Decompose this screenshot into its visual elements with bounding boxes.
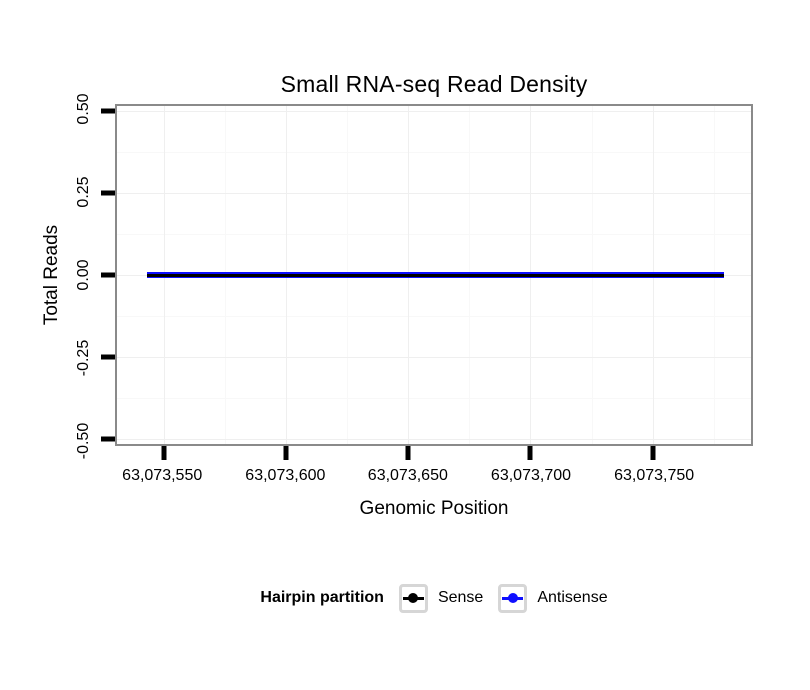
minor-gridline-horizontal bbox=[117, 315, 751, 317]
y-tick-label: 0.25 bbox=[75, 176, 92, 208]
major-gridline-horizontal bbox=[117, 438, 751, 440]
x-tick-mark bbox=[283, 446, 289, 460]
y-tick-mark bbox=[101, 354, 115, 360]
sense-line-dot-icon bbox=[402, 588, 424, 609]
chart-title: Small RNA-seq Read Density bbox=[280, 71, 588, 97]
x-tick-mark bbox=[650, 446, 656, 460]
y-tick-label: -0.50 bbox=[75, 422, 92, 460]
legend-item-antisense: Antisense bbox=[498, 583, 608, 613]
y-axis-tick-labels: 0.50 0.25 0.00 -0.25 -0.50 bbox=[0, 94, 115, 460]
x-tick-label: 63,073,700 bbox=[490, 467, 572, 484]
minor-gridline-horizontal bbox=[117, 398, 751, 400]
x-tick-label: 63,073,600 bbox=[245, 467, 326, 484]
legend-label-antisense: Antisense bbox=[537, 589, 608, 606]
major-gridline-horizontal bbox=[117, 111, 751, 113]
y-tick-mark bbox=[101, 190, 115, 196]
x-tick-mark bbox=[527, 446, 533, 460]
y-tick-mark bbox=[101, 436, 115, 442]
x-tick-label: 63,073,650 bbox=[367, 467, 448, 484]
minor-gridline-horizontal bbox=[117, 151, 751, 153]
y-tick-mark bbox=[101, 108, 115, 114]
major-gridline-horizontal bbox=[117, 356, 751, 358]
x-axis-tick-labels: 63,073,550 63,073,600 63,073,650 63,073,… bbox=[115, 467, 753, 487]
sense-line bbox=[147, 273, 724, 277]
legend-label-sense: Sense bbox=[437, 589, 484, 606]
minor-gridline-horizontal bbox=[117, 234, 751, 236]
y-tick-label: -0.25 bbox=[75, 339, 92, 377]
legend-item-sense: Sense bbox=[398, 583, 484, 613]
x-tick-label: 63,073,550 bbox=[122, 467, 203, 484]
sense-key-box bbox=[398, 583, 428, 613]
x-tick-label: 63,073,750 bbox=[614, 467, 695, 484]
antisense-line bbox=[147, 272, 724, 278]
x-axis-title: Genomic Position bbox=[359, 498, 509, 519]
legend-title: Hairpin partition bbox=[260, 589, 384, 606]
x-tick-mark bbox=[405, 446, 411, 460]
antisense-key-box bbox=[498, 583, 528, 613]
plot-panel bbox=[101, 104, 753, 460]
y-tick-mark bbox=[101, 272, 115, 278]
antisense-line-dot-icon bbox=[502, 588, 524, 609]
legend: Hairpin partition Sense Antisense bbox=[115, 580, 753, 616]
x-tick-mark bbox=[161, 446, 167, 460]
y-tick-label: 0.00 bbox=[75, 259, 92, 291]
y-tick-label: 0.50 bbox=[75, 93, 92, 125]
major-gridline-horizontal bbox=[117, 193, 751, 195]
